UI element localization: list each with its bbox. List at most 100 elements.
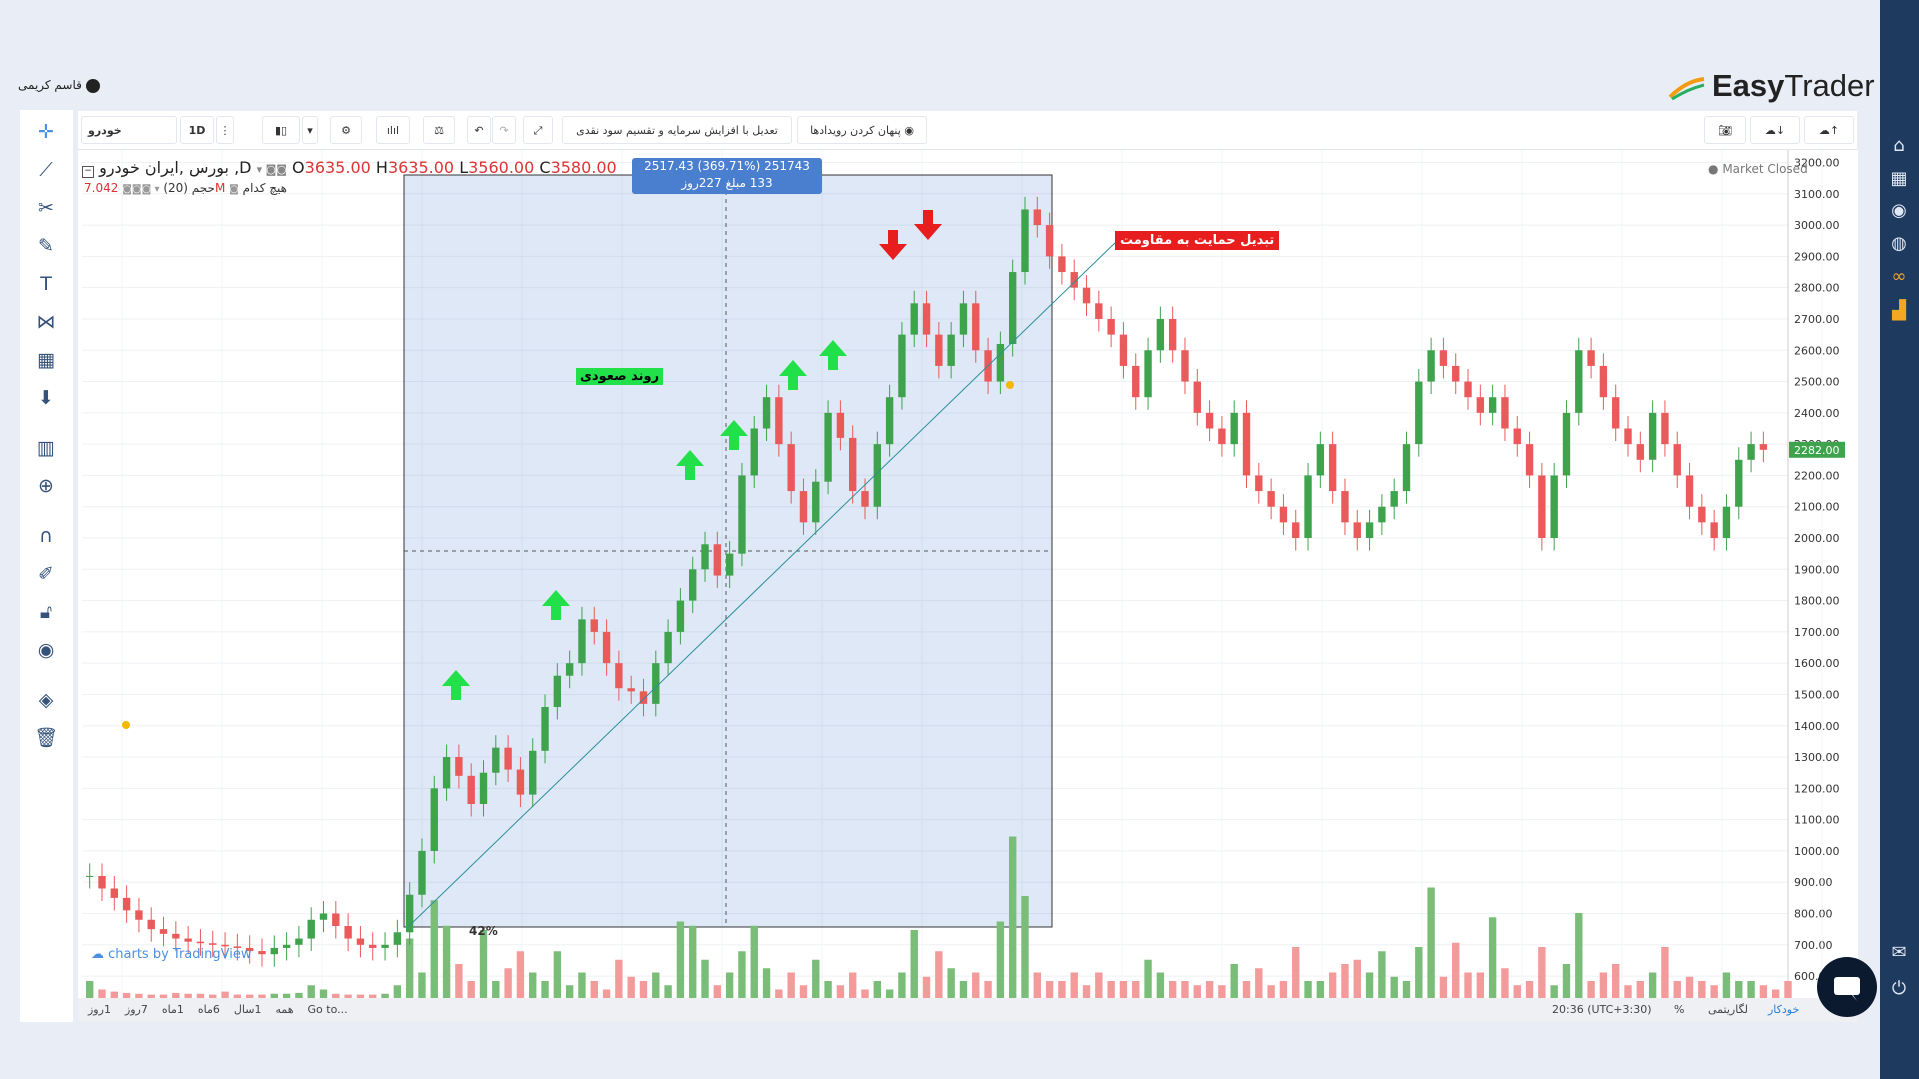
volume-bar — [122, 992, 131, 998]
candles-icon[interactable]: ▮▯ — [262, 116, 300, 144]
cloud-download-icon[interactable]: ☁↓ — [1750, 116, 1800, 144]
chat-icon[interactable]: ✉ — [1891, 942, 1907, 963]
brush-icon[interactable]: ✎ — [38, 235, 54, 257]
range-button-1[interactable]: 1سال — [233, 1003, 262, 1016]
volume-bar — [405, 938, 414, 998]
cloud-upload-icon[interactable]: ☁↑ — [1804, 116, 1854, 144]
zoom-in-icon[interactable]: ⊕ — [38, 475, 54, 497]
volume-bar — [664, 985, 672, 998]
volume-bar — [1181, 981, 1189, 998]
volume-bar — [873, 981, 882, 998]
crosshair-icon[interactable]: ✛ — [38, 121, 54, 143]
y-tick-label: 1700.00 — [1794, 626, 1840, 639]
up-arrow-icon — [720, 420, 748, 450]
bar-chart-icon[interactable]: ▟ — [1892, 300, 1906, 321]
candle — [1292, 522, 1300, 539]
camera-icon[interactable]: 📷︎ — [1704, 116, 1746, 144]
low-label: L — [459, 158, 469, 177]
settings-gear-icon[interactable]: ⚙ — [330, 116, 362, 144]
binoculars-icon[interactable]: ∞ — [1891, 266, 1907, 287]
pattern-icon[interactable]: ⋈ — [36, 311, 56, 333]
percent-toggle[interactable]: % — [1674, 1003, 1685, 1016]
range-button-0[interactable]: همه — [275, 1003, 294, 1016]
collapse-icon[interactable]: − — [82, 166, 94, 178]
interval-button[interactable]: 1D — [180, 116, 214, 144]
home-icon[interactable]: ⌂ — [1893, 135, 1905, 156]
trend-line-icon[interactable]: ⟋ — [39, 159, 53, 181]
range-button-6[interactable]: Go to... — [307, 1003, 348, 1016]
volume-bar — [1722, 972, 1731, 998]
volume-bar — [245, 994, 254, 998]
calculator-icon[interactable]: ▦ — [1890, 168, 1908, 189]
redo-icon[interactable]: ↷ — [492, 116, 516, 144]
lock-icon[interactable]: 🔓︎ — [39, 601, 53, 623]
globe-icon[interactable]: ◍ — [1891, 233, 1907, 254]
candle — [122, 897, 131, 911]
timezone-label[interactable]: 20:36 (UTC+3:30) — [1552, 1003, 1652, 1016]
fullscreen-icon[interactable]: ⤢ — [523, 116, 553, 144]
magnet-icon[interactable]: ∩ — [39, 525, 53, 547]
hide-events-button[interactable]: ◉ پنهان کردن رویدادها — [797, 116, 927, 144]
candle — [258, 951, 266, 955]
range-button-5[interactable]: 1روز — [88, 1003, 111, 1016]
volume-controls-icon[interactable]: ▾ ◙◙◙ — [122, 184, 160, 195]
volume-bar — [172, 992, 180, 998]
volume-hide-icon[interactable]: ◙ — [229, 184, 239, 195]
chart-panel[interactable]: 3200.00 3100.00 3000.00 2900.00 2800.00 2700.… — [78, 150, 1858, 1022]
volume-bar — [1538, 947, 1546, 998]
compare-icon[interactable]: ⚖ — [423, 116, 455, 144]
indicators-icon[interactable]: ılıl — [376, 116, 410, 144]
trash-icon[interactable]: 🗑︎ — [34, 727, 59, 749]
volume-bar — [959, 981, 968, 998]
price-chart[interactable]: 3200.00 3100.00 3000.00 2900.00 2800.00 2700.… — [78, 150, 1858, 1022]
arrow-down-icon[interactable]: ⬇ — [38, 387, 54, 409]
user-menu[interactable]: قاسم کریمی — [18, 78, 100, 93]
candle — [479, 772, 488, 804]
support-resistance-label[interactable]: تبدیل حمایت به مقاومت — [1115, 231, 1280, 250]
candle — [1181, 350, 1189, 382]
range-button-2[interactable]: 6ماه — [197, 1003, 220, 1016]
symbol-search-input[interactable]: خودرو — [81, 116, 177, 144]
fib-tool-icon[interactable]: ✂ — [38, 197, 54, 219]
candle — [578, 619, 586, 664]
uptrend-label[interactable]: روند صعودی — [576, 368, 664, 385]
volume-bar — [1168, 981, 1177, 998]
candle — [319, 913, 328, 920]
gann-icon[interactable]: ▦ — [37, 349, 55, 371]
volume-bar — [418, 972, 426, 998]
chat-button[interactable] — [1817, 957, 1877, 1017]
candle — [1648, 412, 1657, 460]
candle — [1747, 444, 1755, 460]
coins-icon[interactable]: ◉ — [1891, 200, 1907, 221]
range-button-4[interactable]: 7روز — [124, 1003, 148, 1016]
candle — [639, 691, 648, 704]
adjust-dividend-button[interactable]: تعدیل با افزایش سرمایه و تقسیم سود نقدی — [562, 116, 792, 144]
volume-bar — [1328, 972, 1337, 998]
candle — [245, 947, 254, 952]
measure-icon[interactable]: ▥ — [37, 437, 55, 459]
candle — [1070, 272, 1078, 288]
lock-drawing-icon[interactable]: ✐ — [38, 563, 54, 585]
chevron-down-icon[interactable]: ▾ — [302, 116, 318, 144]
open-label: O — [292, 158, 305, 177]
y-tick-label: 1100.00 — [1794, 814, 1840, 827]
volume-bar — [824, 981, 832, 998]
event-dot — [122, 721, 130, 729]
candle — [849, 437, 857, 492]
event-dot — [1006, 381, 1014, 389]
undo-icon[interactable]: ↶ — [467, 116, 491, 144]
auto-toggle[interactable]: خودکار — [1768, 1003, 1800, 1016]
interval-menu-icon[interactable]: ⋮ — [216, 116, 234, 144]
power-icon[interactable]: ⏻ — [1891, 978, 1907, 999]
log-toggle[interactable]: لگاریتمی — [1708, 1003, 1748, 1016]
eye-icon[interactable]: ◉ — [37, 639, 55, 661]
range-button-3[interactable]: 1ماه — [161, 1003, 184, 1016]
y-tick-label: 1200.00 — [1794, 782, 1840, 795]
volume-bar — [713, 985, 722, 998]
text-tool-icon[interactable]: T — [40, 273, 52, 295]
candle — [270, 947, 278, 955]
volume-bar — [984, 981, 992, 998]
legend-controls-icon[interactable]: ▾ ◙◙ — [256, 163, 287, 176]
layers-icon[interactable]: ◈ — [38, 689, 54, 711]
volume-bar — [504, 968, 512, 998]
